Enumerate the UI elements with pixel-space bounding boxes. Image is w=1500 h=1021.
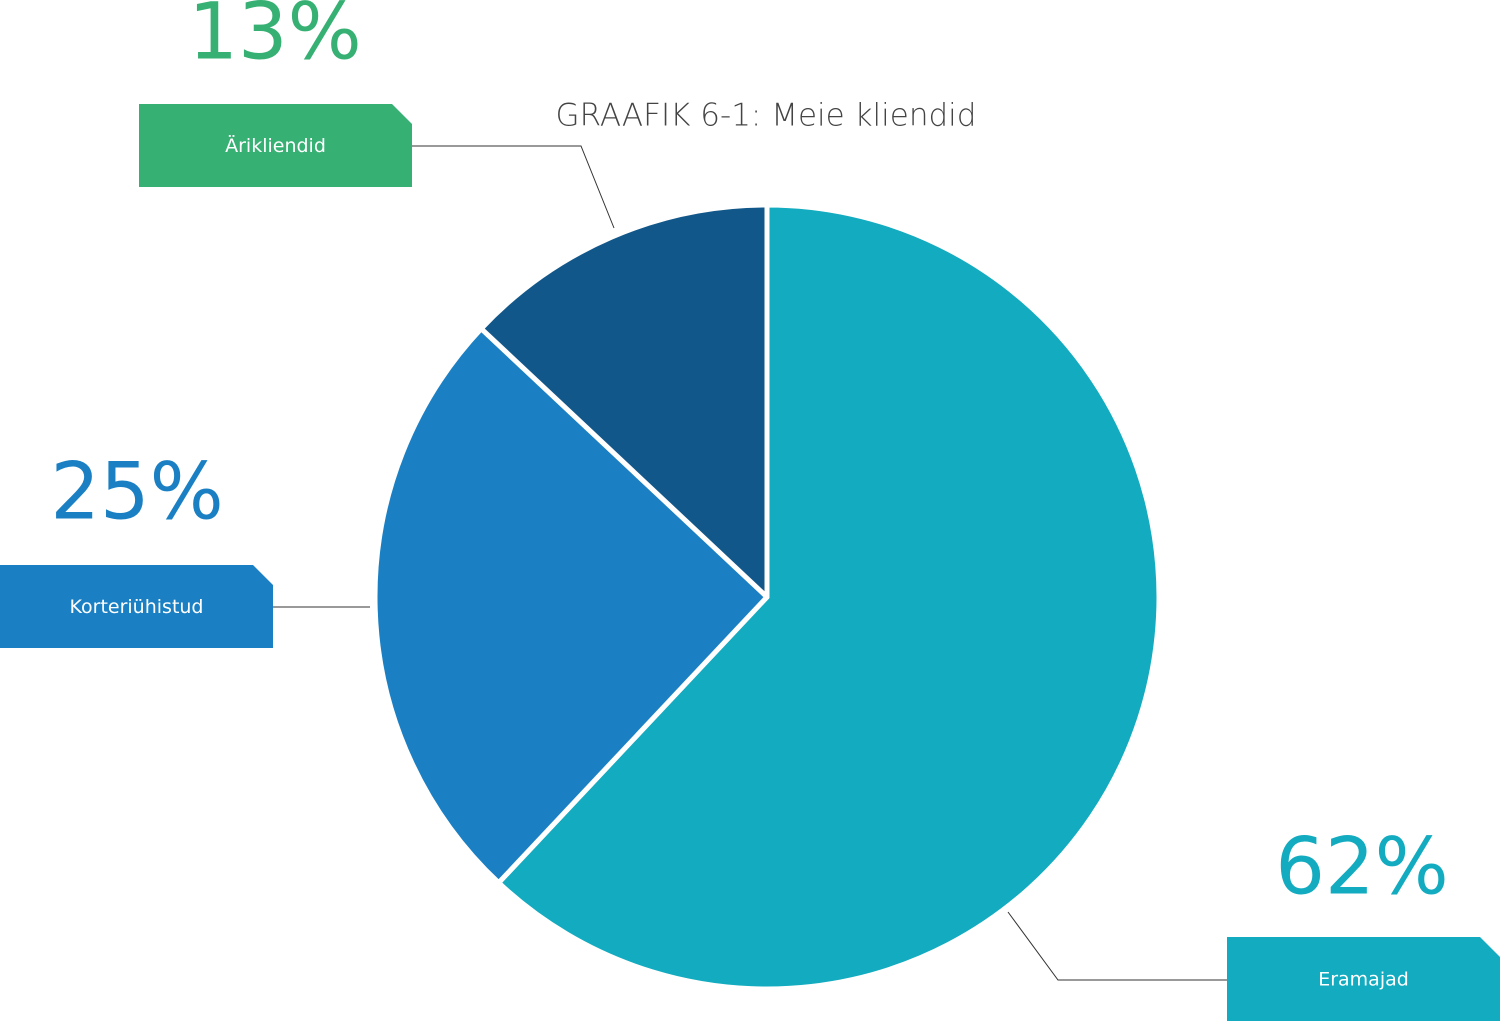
value-label: 25% bbox=[50, 447, 223, 537]
label-box bbox=[139, 104, 412, 187]
value-label: 13% bbox=[188, 0, 361, 77]
value-label: 62% bbox=[1275, 822, 1448, 912]
legend-label: Korteriühistud bbox=[70, 596, 204, 618]
leader-line bbox=[1007, 911, 1227, 981]
label-box bbox=[1227, 937, 1500, 1021]
label-box bbox=[0, 565, 273, 648]
legend-label: Eramajad bbox=[1318, 969, 1409, 991]
pie-slice bbox=[478, 202, 770, 600]
leader-line bbox=[412, 145, 615, 229]
pie-slice bbox=[496, 202, 1162, 992]
legend-label: Ärikliendid bbox=[225, 134, 326, 157]
pie-slice bbox=[372, 326, 770, 886]
chart-title: GRAAFIK 6-1: Meie kliendid bbox=[556, 98, 977, 134]
